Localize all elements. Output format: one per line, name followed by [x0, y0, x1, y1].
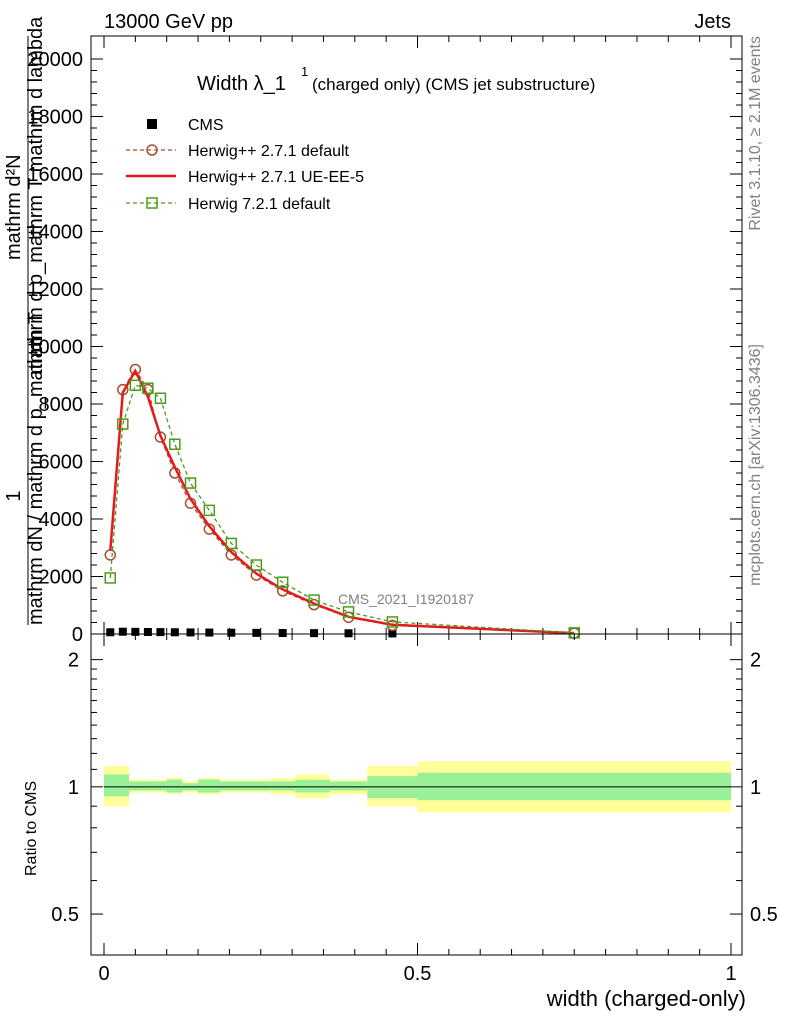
herwig7-point	[250, 559, 263, 571]
x-tick-label: 1	[725, 963, 736, 985]
herwig7-point	[342, 606, 355, 618]
cms-data-point	[310, 629, 319, 638]
cms-data-point	[170, 628, 179, 637]
title-rest: (charged only) (CMS jet substructure)	[312, 75, 595, 94]
main-ylabel: 1 mathrm dN / mathrm d p_mathrm T mathrm…	[3, 16, 47, 625]
series-line-3	[109, 384, 575, 634]
ratio-inner-band	[270, 781, 296, 791]
plot-title: Width λ_1 1 (charged only) (CMS jet subs…	[197, 64, 595, 95]
y-tick-label: 10000	[27, 337, 83, 359]
ratio-inner-band	[104, 774, 130, 797]
legend-marker-cms	[147, 119, 157, 129]
ratio-inner-band	[129, 781, 142, 791]
ylabel-fraction-numerator: 1	[3, 490, 25, 501]
cms-data-point	[156, 628, 165, 637]
series-line-2	[109, 368, 575, 635]
title-sup: 1	[301, 64, 308, 79]
legend: CMS Herwig++ 2.7.1 default Herwig++ 2.7.…	[126, 117, 364, 213]
cms-data-point	[106, 628, 115, 637]
herwig7-point	[117, 418, 129, 430]
y-tick-label: 8000	[39, 394, 84, 416]
energy-label: 13000 GeV pp	[104, 11, 233, 33]
process-label: Jets	[694, 11, 731, 33]
cms-data-point	[252, 628, 261, 637]
watermark: CMS_2021_I1920187	[338, 591, 474, 607]
ratio-inner-band	[154, 781, 167, 791]
legend-label-hw-default: Herwig++ 2.7.1 default	[188, 143, 350, 160]
herwig7-point	[225, 537, 238, 550]
legend-marker-hw-default	[146, 144, 158, 156]
ylabel-top: mathrm d²N	[3, 154, 25, 260]
ratio-inner-band	[141, 781, 155, 791]
cms-data-point	[143, 627, 152, 636]
y-tick-label: 16000	[27, 164, 83, 186]
y-tick-label: 0	[72, 624, 83, 646]
ratio-y-tick-label-right: 1	[750, 777, 761, 799]
xlabel: width (charged-only)	[546, 986, 746, 1011]
ratio-y-tick-label: 1	[68, 777, 79, 799]
herwig7-point	[129, 379, 142, 392]
cms-data-point	[227, 628, 236, 637]
main-plot: 0 2000 4000 6000 8000 10000 12000 14000 16000 180…	[27, 35, 743, 646]
herwig7-point	[184, 477, 197, 489]
x-tick-label: 0.5	[404, 963, 432, 985]
ratio-y-tick-label-right: 2	[750, 650, 761, 672]
mcplots-label: mcplots.cern.ch [arXiv:1306.3436]	[747, 344, 764, 586]
title-main: Width λ_1	[197, 73, 286, 95]
cms-data-point	[278, 628, 287, 637]
y-tick-label: 12000	[27, 279, 83, 301]
cms-data-point	[344, 629, 353, 638]
herwig7-point	[104, 572, 117, 584]
ratio-inner-band	[219, 781, 242, 791]
herwig7-point	[154, 392, 167, 404]
ratio-y-tick-label: 0.5	[51, 904, 79, 926]
y-tick-label: 18000	[27, 107, 83, 129]
legend-label-cms: CMS	[188, 117, 224, 134]
y-tick-label: 6000	[39, 452, 84, 474]
ratio-ylabel: Ratio to CMS	[23, 781, 40, 876]
rivet-label: Rivet 3.1.10, ≥ 2.1M events	[747, 36, 764, 231]
cms-data-point	[205, 628, 214, 637]
ratio-y-tick-label: 2	[68, 650, 79, 672]
ratio-inner-band	[198, 779, 220, 793]
herwig7-point	[308, 594, 320, 606]
legend-marker-hw7	[146, 197, 158, 209]
herwig7-point	[169, 438, 181, 450]
herwig7-point	[276, 576, 289, 588]
ylabel-bottom: mathrm dN / mathrm d p_mathrm T	[25, 312, 47, 625]
ratio-frame	[90, 633, 743, 956]
y-tick-label: 14000	[27, 222, 83, 244]
ratio-inner-band	[329, 781, 368, 791]
legend-label-hw-ueee5: Herwig++ 2.7.1 UE-EE-5	[188, 169, 364, 186]
herwig7-point	[203, 504, 216, 517]
y-tick-label: 2000	[39, 567, 84, 589]
x-tick-label: 0	[98, 963, 109, 985]
cms-data-point	[118, 627, 127, 636]
ratio-inner-band	[241, 781, 271, 791]
y-tick-label: 20000	[27, 49, 83, 71]
ratio-inner-band	[295, 779, 330, 793]
y-tick-label: 4000	[39, 509, 84, 531]
herwig7-point	[142, 382, 154, 394]
legend-label-hw7: Herwig 7.2.1 default	[188, 196, 331, 213]
ratio-y-tick-label-right: 0.5	[750, 904, 778, 926]
ratio-plot: 0.5 0.5 1 1 2 2 0 0.5 1	[51, 633, 778, 985]
herwig-default-point	[104, 549, 117, 561]
cms-data-point	[131, 627, 140, 636]
ylabel-top-rest: mathrm d p_mathrm T mathrm d lambda	[25, 16, 47, 375]
herwig7-point	[386, 616, 399, 628]
ratio-inner-band	[166, 779, 183, 793]
cms-data-point	[388, 629, 397, 638]
cms-data-point	[186, 628, 195, 637]
